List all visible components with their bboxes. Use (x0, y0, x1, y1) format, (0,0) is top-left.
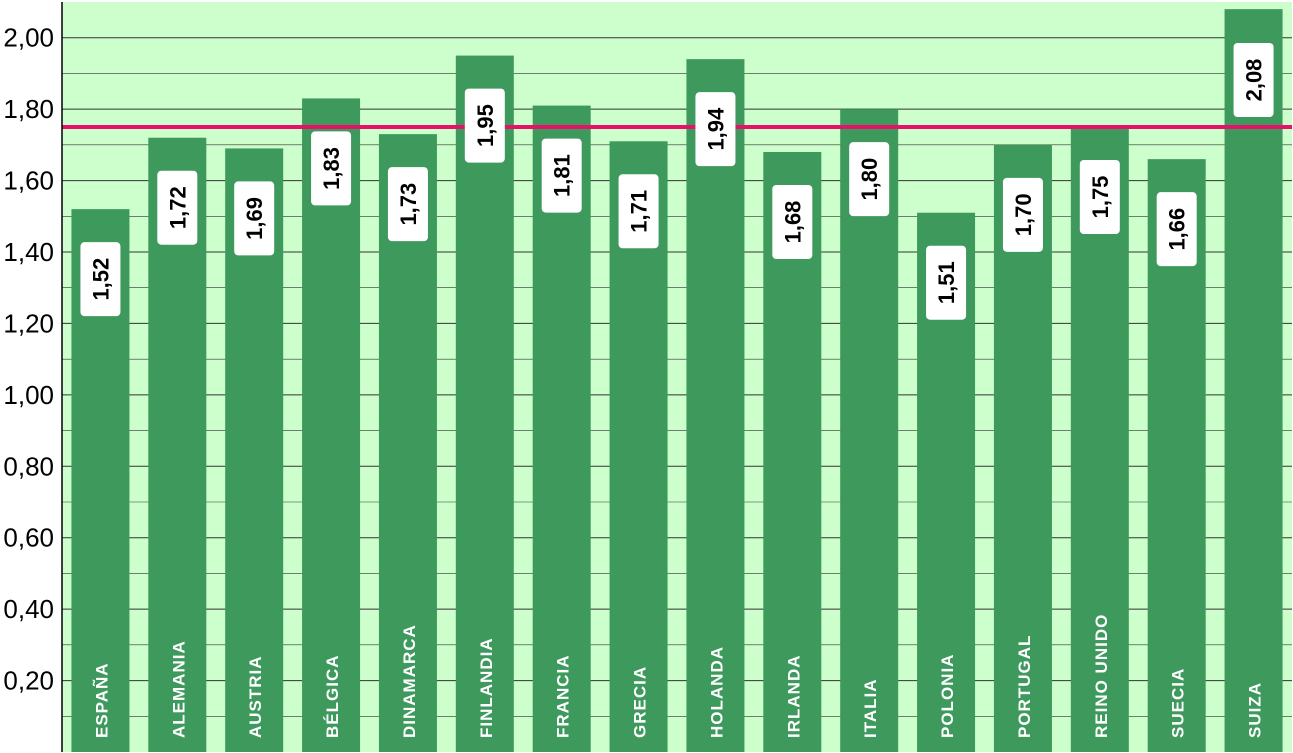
value-label: 1,80 (849, 142, 890, 217)
category-label: REINO UNIDO (1092, 614, 1111, 738)
bar (1224, 9, 1283, 752)
value-label-box (618, 174, 659, 249)
category-label: ITALIA (861, 678, 880, 738)
category-label: FINLANDIA (477, 637, 496, 738)
value-label: 1,71 (618, 174, 659, 249)
value-label: 1,75 (1079, 160, 1120, 234)
value-label-text: 1,95 (473, 104, 498, 147)
value-label: 1,83 (311, 131, 352, 206)
y-tick-label: 0,60 (3, 523, 54, 553)
y-axis-tick-labels: 0,20 0,40 0,60 0,80 1,00 1,20 1,40 1,60 1,80 2,00 (3, 23, 54, 696)
category-label: SUIZA (1246, 682, 1265, 738)
category-label: BÉLGICA (323, 655, 342, 739)
value-label-text: 1,94 (703, 107, 728, 151)
y-tick-label: 2,00 (3, 23, 54, 53)
value-label-text: 1,66 (1165, 208, 1190, 251)
value-label: 1,70 (1002, 177, 1043, 252)
value-label-box (234, 181, 275, 256)
value-label-text: 1,83 (319, 147, 344, 190)
value-label-text: 1,75 (1088, 176, 1113, 219)
value-label-text: 1,71 (627, 190, 652, 233)
bar (532, 105, 591, 753)
category-label: FRANCIA (554, 655, 573, 739)
value-label: 1,52 (80, 242, 121, 317)
value-label: 1,95 (464, 88, 505, 163)
value-label-box (926, 245, 967, 320)
value-label-box (541, 138, 582, 213)
y-tick-label: 1,60 (3, 166, 54, 196)
category-label: ALEMANIA (169, 640, 188, 738)
value-label-text: 1,73 (396, 183, 421, 226)
value-label-text: 1,68 (780, 201, 805, 244)
value-label-box (849, 142, 890, 217)
value-label-box (1156, 192, 1197, 267)
value-label-text: 1,69 (242, 197, 267, 240)
y-tick-label: 1,20 (3, 308, 54, 338)
value-label-box (80, 242, 121, 317)
value-labels: 1,52 1,72 1,69 1,83 1,73 1,95 1,81 1,71 1,94 1,68… (80, 43, 1274, 320)
value-label-box (387, 167, 428, 242)
y-tick-label: 1,80 (3, 94, 54, 124)
value-label-box (464, 88, 505, 163)
bar (686, 59, 745, 752)
value-label-text: 1,52 (88, 258, 113, 301)
value-label-box (695, 92, 736, 167)
category-label: GRECIA (631, 666, 650, 738)
value-label-box (1002, 177, 1043, 252)
value-label-box (1233, 43, 1274, 117)
category-label: SUECIA (1169, 668, 1188, 738)
category-labels: ESPAÑA ALEMANIA AUSTRIA BÉLGICA DINAMARCA FIN… (91, 614, 1264, 738)
y-tick-label: 1,00 (3, 380, 54, 410)
bar (302, 98, 361, 752)
value-label-text: 2,08 (1242, 59, 1267, 102)
value-label: 2,08 (1233, 43, 1274, 117)
category-label: ESPAÑA (91, 662, 111, 738)
value-label-text: 1,81 (550, 154, 575, 197)
y-tick-label: 0,20 (3, 666, 54, 696)
y-tick-label: 0,40 (3, 594, 54, 624)
value-label: 1,73 (387, 167, 428, 242)
value-label-text: 1,72 (165, 186, 190, 229)
value-label: 1,66 (1156, 192, 1197, 267)
y-tick-label: 0,80 (3, 451, 54, 481)
value-label: 1,51 (926, 245, 967, 320)
category-label: IRLANDA (784, 655, 803, 739)
y-tick-label: 1,40 (3, 237, 54, 267)
value-label: 1,94 (695, 92, 736, 167)
value-label-text: 1,70 (1011, 193, 1036, 236)
value-label: 1,81 (541, 138, 582, 213)
category-label: PORTUGAL (1015, 635, 1034, 738)
category-label: POLONIA (938, 654, 957, 738)
value-label: 1,72 (157, 170, 198, 245)
value-label-text: 1,80 (857, 158, 882, 201)
bar (455, 55, 514, 753)
value-label-box (311, 131, 352, 206)
category-label: DINAMARCA (400, 624, 419, 738)
value-label-text: 1,51 (934, 261, 959, 304)
category-label: HOLANDA (707, 646, 726, 738)
value-label: 1,69 (234, 181, 275, 256)
value-label-box (157, 170, 198, 245)
value-label-box (772, 185, 813, 259)
value-label: 1,68 (772, 185, 813, 259)
category-label: AUSTRIA (246, 655, 265, 738)
value-label-box (1079, 160, 1120, 234)
bar (840, 109, 899, 752)
